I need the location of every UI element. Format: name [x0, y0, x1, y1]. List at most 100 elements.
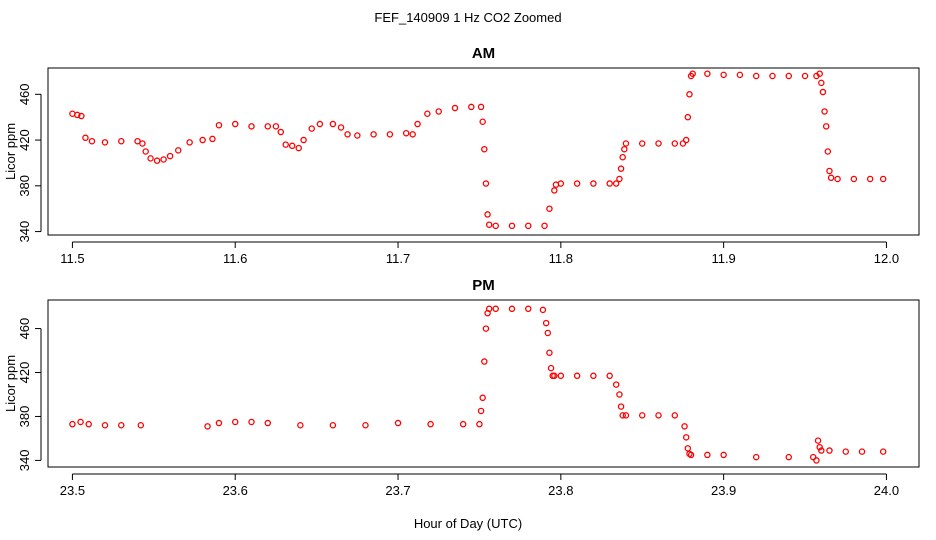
- pm-data-point: [547, 364, 555, 372]
- am-data-point: [689, 70, 696, 77]
- am-data-point: [622, 140, 630, 147]
- am-data-point: [621, 145, 628, 153]
- pm-data-point: [69, 420, 76, 428]
- pm-data-point: [85, 420, 92, 428]
- pm-data-point: [655, 412, 662, 419]
- am-data-point: [686, 91, 693, 98]
- am-data-point: [590, 180, 597, 187]
- pm-data-point: [297, 421, 304, 429]
- am-panel: AM 11.5 11.6 11.7 11.8 11.9 12.0 340 380 420 460 Li…: [3, 45, 920, 266]
- pm-plot-frame: [47, 299, 920, 468]
- am-data-point: [484, 211, 491, 218]
- pm-x-tick-label: 23.6: [223, 483, 248, 498]
- am-data-point: [752, 72, 760, 80]
- am-data-point: [199, 136, 206, 144]
- pm-data-point: [485, 305, 493, 313]
- pm-data-point: [818, 447, 825, 454]
- am-data-point: [655, 140, 662, 147]
- pm-data-point: [118, 421, 125, 429]
- am-data-point: [139, 140, 146, 147]
- pm-panel-title: PM: [472, 277, 495, 294]
- am-data-point: [74, 111, 81, 119]
- pm-data-point: [557, 372, 565, 380]
- am-data-point: [541, 222, 548, 230]
- pm-data-point: [687, 451, 695, 459]
- pm-data-point: [616, 391, 623, 398]
- am-y-tick-label: 420: [17, 129, 32, 151]
- pm-x-tick-label: 23.7: [385, 483, 410, 498]
- am-data-point: [386, 131, 394, 138]
- pm-data-point: [720, 451, 727, 459]
- pm-data-point: [619, 412, 626, 419]
- am-data-point: [174, 147, 182, 154]
- pm-data-point: [879, 448, 887, 455]
- pm-data-point: [638, 412, 646, 419]
- pm-data-point: [539, 306, 547, 314]
- am-data-point: [78, 112, 85, 120]
- pm-data-point: [482, 325, 490, 332]
- am-data-point: [819, 88, 827, 96]
- am-data-point: [248, 123, 255, 130]
- am-data-point: [525, 222, 532, 230]
- pm-data-point: [204, 423, 211, 430]
- am-data-point: [834, 175, 841, 183]
- pm-data-point: [684, 445, 692, 452]
- am-data-point: [492, 222, 499, 230]
- pm-data-point: [814, 437, 822, 444]
- pm-data-point: [329, 421, 337, 429]
- am-x-tick-label: 11.8: [549, 251, 573, 266]
- am-data-point: [606, 180, 613, 187]
- pm-data-point: [752, 453, 760, 461]
- am-data-point: [82, 134, 89, 142]
- pm-data-point: [215, 419, 223, 427]
- x-axis-label: Hour of Day (UTC): [414, 516, 522, 531]
- am-data-point: [337, 124, 345, 131]
- pm-data-point: [476, 420, 483, 428]
- am-x-tick-label: 11.5: [60, 251, 84, 266]
- am-x-tick-label: 11.6: [223, 251, 247, 266]
- am-data-point: [785, 72, 793, 80]
- am-data-point: [482, 180, 490, 187]
- am-data-point: [485, 221, 493, 228]
- pm-data-point: [622, 412, 630, 419]
- pm-data-point: [826, 447, 833, 454]
- am-data-point: [617, 165, 625, 172]
- pm-y-tick-label: 460: [17, 318, 32, 340]
- pm-data-point: [525, 305, 532, 313]
- am-data-point: [300, 136, 307, 144]
- pm-y-tick-label: 340: [17, 450, 32, 472]
- am-data-point: [354, 132, 361, 139]
- am-data-point: [816, 70, 823, 77]
- am-data-point: [612, 180, 620, 187]
- am-data-point: [186, 139, 193, 146]
- am-data-point: [720, 71, 727, 79]
- pm-data-point: [590, 372, 597, 380]
- pm-data-point: [816, 443, 823, 451]
- am-data-point: [142, 148, 149, 155]
- am-data-point: [209, 135, 216, 143]
- am-data-point: [551, 187, 558, 194]
- pm-data-point: [617, 403, 625, 410]
- am-data-point: [308, 125, 315, 132]
- am-data-point: [557, 180, 565, 187]
- am-data-point: [160, 156, 167, 163]
- am-data-point: [619, 153, 626, 161]
- am-y-axis-label: Licor ppm: [3, 123, 18, 180]
- pm-data-point: [682, 434, 690, 441]
- am-data-point: [546, 205, 553, 212]
- am-data-point: [231, 120, 239, 128]
- pm-y-tick-label: 420: [17, 362, 32, 384]
- am-data-point: [272, 123, 280, 130]
- pm-data-point: [427, 420, 434, 428]
- pm-data-point: [551, 372, 558, 380]
- am-data-point: [682, 136, 690, 144]
- am-data-point: [826, 167, 833, 175]
- am-data-point: [481, 145, 488, 153]
- am-panel-title: AM: [472, 45, 495, 62]
- am-data-points: [69, 70, 887, 230]
- am-data-point: [879, 175, 887, 183]
- pm-data-point: [809, 453, 817, 461]
- pm-data-point: [842, 448, 849, 455]
- am-data-point: [101, 139, 109, 146]
